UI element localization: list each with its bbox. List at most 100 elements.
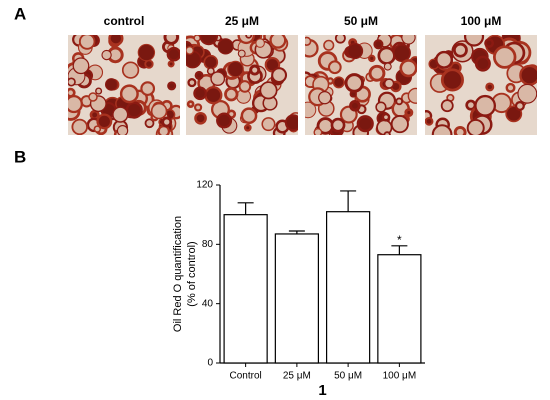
cell xyxy=(373,39,384,50)
cell xyxy=(261,117,276,132)
cell xyxy=(217,38,234,55)
cell xyxy=(356,115,374,133)
cell xyxy=(203,54,219,70)
cell xyxy=(344,73,365,93)
image-caption: control xyxy=(104,14,145,28)
cell xyxy=(137,43,156,62)
cell xyxy=(93,125,102,133)
micrograph xyxy=(68,35,180,135)
cell xyxy=(492,45,517,69)
image-caption: 50 μM xyxy=(344,14,378,28)
cell xyxy=(121,61,140,79)
cells xyxy=(305,35,417,135)
cell xyxy=(194,70,204,80)
x-tick-label: 50 μM xyxy=(334,371,362,382)
cell xyxy=(383,78,395,89)
cell xyxy=(186,100,195,108)
cell xyxy=(401,35,416,45)
image-caption: 25 μM xyxy=(225,14,259,28)
cell xyxy=(334,35,346,44)
cell xyxy=(404,108,414,118)
cell xyxy=(346,42,364,60)
y-axis-label: Oil Red O quantification xyxy=(172,216,184,332)
cell xyxy=(517,83,537,104)
x-axis-label: 1 xyxy=(318,382,326,399)
cell xyxy=(167,81,177,91)
cell xyxy=(157,125,170,135)
cell xyxy=(71,118,88,135)
cell xyxy=(68,77,76,87)
y-axis-label: (% of control) xyxy=(186,241,198,306)
cell xyxy=(68,87,76,98)
cell xyxy=(463,35,485,47)
cell xyxy=(116,125,129,135)
cells xyxy=(68,35,180,135)
micrographs xyxy=(68,35,537,135)
cell xyxy=(349,99,361,112)
cell xyxy=(269,35,287,49)
x-tick-label: 100 μM xyxy=(383,371,417,382)
cell xyxy=(167,60,175,68)
cell xyxy=(224,87,239,102)
cell xyxy=(186,46,194,55)
cell xyxy=(395,97,404,106)
cell xyxy=(440,99,454,113)
cell xyxy=(390,115,409,134)
cell xyxy=(95,87,103,95)
cell xyxy=(101,49,112,61)
cell xyxy=(194,103,203,112)
cell xyxy=(399,59,417,78)
cells xyxy=(425,35,537,135)
cells xyxy=(186,35,298,135)
cell xyxy=(193,35,201,42)
cell xyxy=(383,131,391,135)
cell xyxy=(68,94,83,114)
cell xyxy=(237,49,246,58)
cell xyxy=(514,100,525,111)
cell xyxy=(104,78,118,91)
cell xyxy=(78,35,96,50)
cell xyxy=(89,109,100,120)
cell xyxy=(392,43,411,63)
cell xyxy=(368,64,386,82)
x-tick-label: 25 μM xyxy=(283,371,311,382)
micrograph xyxy=(425,35,537,135)
cell xyxy=(245,35,253,39)
y-tick-label: 80 xyxy=(202,239,214,250)
cell xyxy=(259,81,278,100)
cell xyxy=(368,54,376,63)
cell xyxy=(452,42,468,58)
cell xyxy=(375,101,387,113)
bar xyxy=(326,211,371,364)
cell xyxy=(166,46,180,62)
cell xyxy=(238,80,252,93)
cell xyxy=(407,87,417,104)
panel-label: B xyxy=(14,147,26,166)
cell xyxy=(144,59,154,69)
cell xyxy=(255,38,265,48)
cell xyxy=(271,67,288,84)
cell xyxy=(383,62,392,71)
significance-mark: * xyxy=(397,233,402,247)
cell xyxy=(330,117,346,133)
cell xyxy=(240,107,258,125)
cell xyxy=(425,116,434,126)
cell xyxy=(144,118,155,129)
cell xyxy=(210,71,226,87)
y-tick-label: 120 xyxy=(196,180,213,191)
cell xyxy=(249,64,261,76)
cell xyxy=(72,57,90,75)
micrograph xyxy=(186,35,298,135)
panel-label: A xyxy=(14,4,26,23)
cell xyxy=(327,60,342,75)
cell xyxy=(474,55,491,72)
cell xyxy=(125,101,143,119)
cell xyxy=(199,35,219,46)
cell xyxy=(323,39,335,51)
cell xyxy=(204,86,223,105)
x-tick-label: Control xyxy=(230,371,262,382)
cell xyxy=(108,35,124,46)
cell xyxy=(163,35,180,45)
cell xyxy=(119,84,139,104)
